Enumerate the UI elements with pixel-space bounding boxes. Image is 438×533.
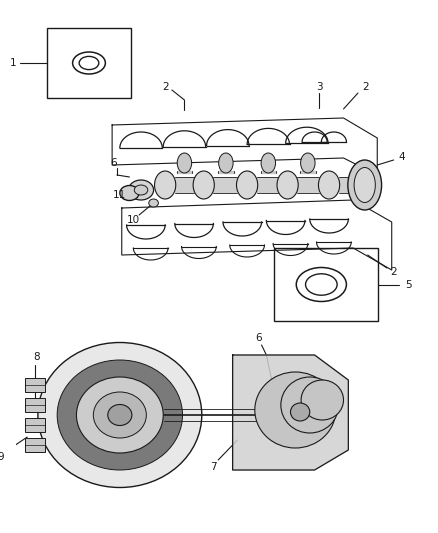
Ellipse shape: [348, 160, 381, 210]
Bar: [25, 438, 45, 452]
Ellipse shape: [301, 380, 343, 420]
Ellipse shape: [93, 392, 146, 438]
Text: 7: 7: [210, 462, 217, 472]
Ellipse shape: [38, 343, 202, 488]
Ellipse shape: [290, 403, 310, 421]
Ellipse shape: [237, 171, 258, 199]
Bar: [25, 418, 45, 432]
Text: 2: 2: [390, 267, 397, 277]
Ellipse shape: [193, 171, 214, 199]
Ellipse shape: [149, 199, 159, 207]
Text: 2: 2: [162, 82, 169, 92]
Ellipse shape: [155, 171, 176, 199]
Ellipse shape: [57, 360, 183, 470]
Text: 1: 1: [10, 58, 16, 68]
Text: 10: 10: [127, 215, 140, 225]
Ellipse shape: [255, 372, 336, 448]
Bar: [25, 378, 45, 392]
Polygon shape: [177, 171, 192, 173]
Text: 6: 6: [255, 333, 262, 343]
Text: 2: 2: [362, 82, 369, 92]
Ellipse shape: [219, 153, 233, 173]
Text: 3: 3: [316, 82, 323, 92]
Text: 11: 11: [113, 190, 127, 200]
Ellipse shape: [349, 171, 371, 199]
Ellipse shape: [277, 171, 298, 199]
Ellipse shape: [281, 377, 339, 433]
Ellipse shape: [354, 167, 375, 203]
Bar: [274, 248, 378, 321]
Ellipse shape: [261, 153, 276, 173]
Ellipse shape: [77, 377, 163, 453]
Ellipse shape: [120, 185, 139, 200]
Text: 4: 4: [398, 152, 405, 162]
Text: 5: 5: [405, 279, 411, 289]
Ellipse shape: [128, 180, 154, 200]
Polygon shape: [233, 355, 348, 470]
Bar: [25, 398, 45, 412]
Ellipse shape: [134, 185, 148, 195]
Text: 8: 8: [34, 352, 40, 362]
Polygon shape: [218, 171, 233, 173]
Ellipse shape: [300, 153, 315, 173]
Ellipse shape: [177, 153, 192, 173]
Polygon shape: [261, 171, 276, 173]
Polygon shape: [300, 171, 315, 173]
Ellipse shape: [318, 171, 339, 199]
Text: 6: 6: [111, 158, 117, 168]
Text: 9: 9: [0, 452, 4, 462]
Bar: [46, 28, 131, 98]
Ellipse shape: [108, 405, 132, 425]
